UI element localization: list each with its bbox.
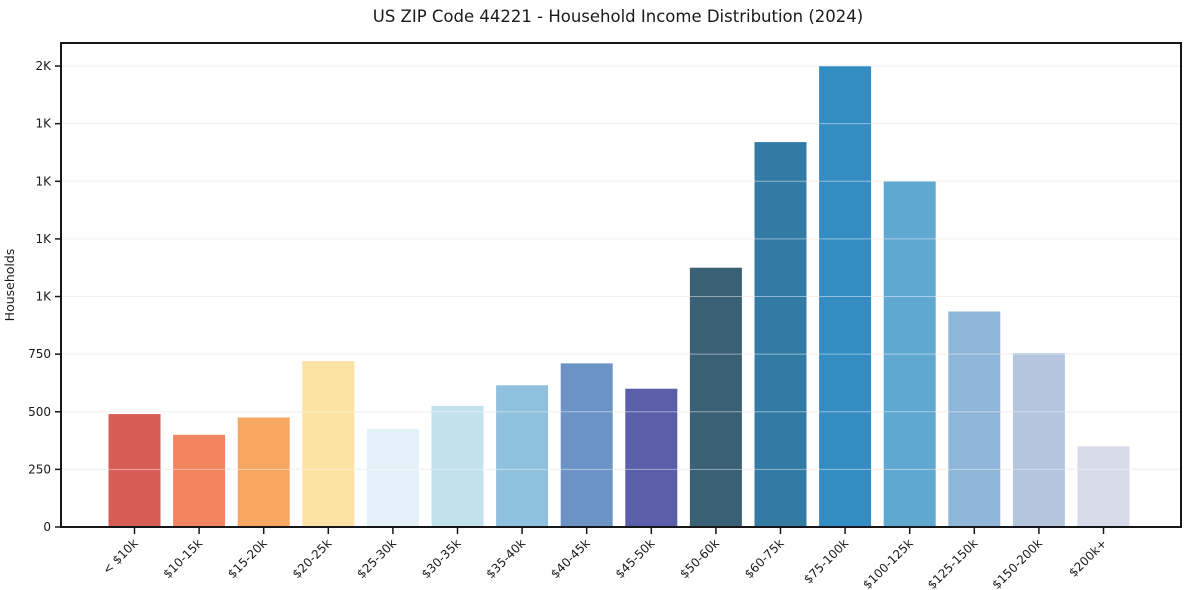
bar-10k xyxy=(108,414,161,527)
bar-10-15k xyxy=(173,434,226,527)
bar-45-50k xyxy=(625,388,678,527)
bar-35-40k xyxy=(496,385,549,527)
plot-border xyxy=(60,42,1182,528)
bars-layer xyxy=(108,66,1130,528)
y-axis-title: Households xyxy=(2,249,17,322)
y-tick-label: 2K xyxy=(35,59,52,73)
x-tick-label: $75-100k xyxy=(801,536,851,586)
bar-75-100k xyxy=(819,66,872,528)
x-tick-label: $35-40k xyxy=(483,536,528,581)
bar-200k xyxy=(1077,446,1130,527)
bar-20-25k xyxy=(302,361,355,527)
axes-layer xyxy=(55,42,1182,534)
gridlines-layer xyxy=(62,65,1180,470)
y-tick-label: 750 xyxy=(28,347,51,361)
bar-50-60k xyxy=(689,267,742,527)
x-tick-label: $45-50k xyxy=(613,536,658,581)
x-tick-label: $60-75k xyxy=(742,536,787,581)
x-tick-label: $20-25k xyxy=(290,536,335,581)
y-tick-label: 1K xyxy=(35,290,52,304)
bar-60-75k xyxy=(754,142,807,527)
x-tick-label: $50-60k xyxy=(677,536,722,581)
chart-title: US ZIP Code 44221 - Household Income Dis… xyxy=(373,7,863,26)
y-tick-label: 250 xyxy=(28,462,51,476)
x-tick-label: $125-150k xyxy=(925,536,981,590)
y-tick-label: 500 xyxy=(28,405,51,419)
bar-40-45k xyxy=(560,363,613,527)
bar-125-150k xyxy=(948,311,1001,527)
x-tick-label: $100-125k xyxy=(860,536,916,590)
bar-30-35k xyxy=(431,406,484,527)
y-tick-label: 0 xyxy=(43,520,51,534)
x-tick-label: $15-20k xyxy=(225,536,270,581)
x-tick-label: $30-35k xyxy=(419,536,464,581)
x-tick-label: $10-15k xyxy=(160,536,205,581)
y-tick-label: 1K xyxy=(35,117,52,131)
grid-overlay-layer xyxy=(62,65,1180,470)
bar-100-125k xyxy=(883,181,936,528)
bar-15-20k xyxy=(237,417,290,527)
bar-25-30k xyxy=(366,429,419,527)
y-tick-label: 1K xyxy=(35,232,52,246)
x-tick-label: $25-30k xyxy=(354,536,399,581)
x-tick-label: $200k+ xyxy=(1066,536,1110,580)
x-tick-label: < $10k xyxy=(100,536,141,577)
x-tick-label: $150-200k xyxy=(989,536,1045,590)
bar-150-200k xyxy=(1012,352,1065,527)
y-tick-label: 1K xyxy=(35,174,52,188)
x-tick-label: $40-45k xyxy=(548,536,593,581)
